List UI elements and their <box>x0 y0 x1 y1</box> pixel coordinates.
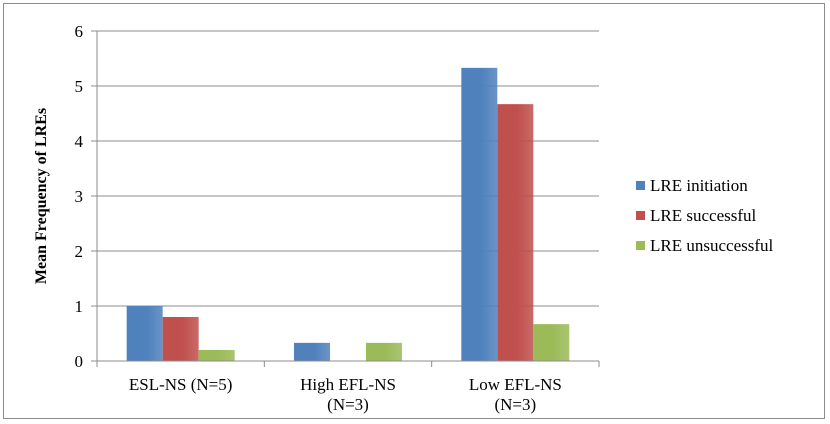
x-category-label: ESL-NS (N=5) <box>129 375 233 394</box>
axes <box>91 30 600 367</box>
legend-swatch <box>636 211 645 220</box>
x-category-label: (N=3) <box>327 395 369 414</box>
legend-label: LRE successful <box>650 206 757 225</box>
x-category-label: Low EFL-NS <box>469 375 562 394</box>
bar-lre-initiation <box>294 342 330 361</box>
y-tick-labels: 0 1 2 3 4 5 6 <box>75 22 84 371</box>
bar-lre-successful <box>162 317 199 361</box>
y-axis-title: Mean Frequency of LREs <box>33 108 50 284</box>
bar-lre-unsuccessful <box>533 324 570 361</box>
x-category-label: (N=3) <box>494 395 536 414</box>
y-tick-label: 6 <box>75 22 84 41</box>
bars <box>126 67 570 362</box>
legend-label: LRE initiation <box>650 176 748 195</box>
bar-lre-successful <box>497 104 534 362</box>
y-tick-label: 1 <box>75 297 84 316</box>
y-tick-label: 2 <box>75 242 84 261</box>
y-tick-label: 3 <box>75 187 84 206</box>
legend-swatch <box>636 181 645 190</box>
y-tick-label: 5 <box>75 77 84 96</box>
x-category-label: High EFL-NS <box>300 375 396 394</box>
y-tick-label: 4 <box>75 132 84 151</box>
legend-label: LRE unsuccessful <box>650 236 774 255</box>
x-category-labels: ESL-NS (N=5) High EFL-NS(N=3)Low EFL-NS(N… <box>129 375 562 414</box>
legend-swatch <box>636 241 645 250</box>
bar-lre-unsuccessful <box>198 350 235 361</box>
bar-lre-initiation <box>126 306 163 361</box>
bar-lre-unsuccessful <box>366 342 402 361</box>
y-tick-label: 0 <box>75 352 84 371</box>
bar-lre-initiation <box>461 67 498 361</box>
legend: LRE initiation LRE successful LRE unsucces… <box>636 176 774 255</box>
